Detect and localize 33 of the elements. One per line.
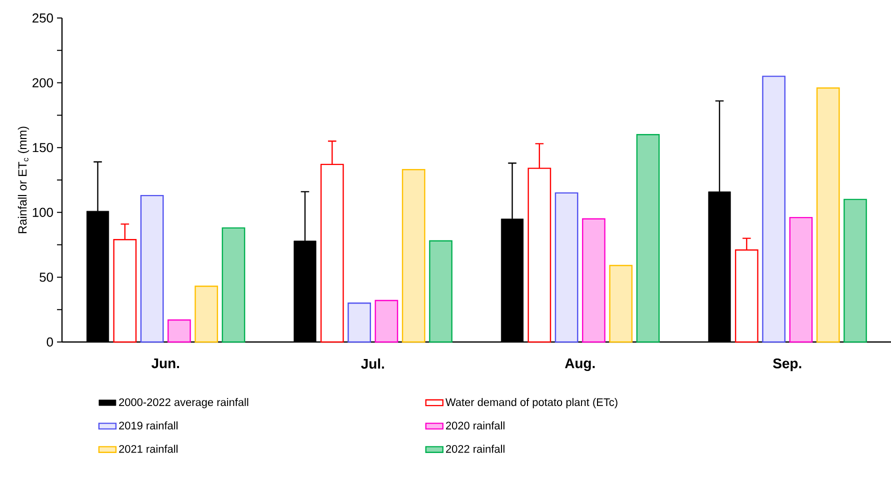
- bar: [222, 227, 246, 343]
- bar: [168, 319, 191, 343]
- bar: [429, 240, 452, 343]
- legend-label: 2022 rainfall: [446, 444, 504, 453]
- y-tick-label: 250: [32, 13, 53, 23]
- bar: [636, 134, 660, 343]
- y-tick-label: 200: [32, 78, 53, 88]
- y-tick-label: 50: [40, 272, 53, 282]
- legend-label: 2000-2022 average rainfall: [119, 398, 248, 408]
- x-tick-label: Jul.: [361, 358, 384, 369]
- x-tick-label: Sep.: [773, 358, 802, 372]
- bar: [789, 216, 813, 343]
- legend-label: Water demand of potato plant (ETc): [446, 398, 618, 408]
- legend-label: 2019 rainfall: [119, 421, 178, 430]
- bar: [609, 264, 633, 343]
- bar: [140, 194, 164, 343]
- y-tick-label: 150: [32, 143, 53, 152]
- x-tick-label: Aug.: [564, 358, 595, 372]
- bar: [816, 87, 840, 343]
- legend-label: 2021 rainfall: [119, 444, 178, 453]
- y-axis-title: Rainfall or ET$_{c}$ (mm): [18, 126, 30, 234]
- y-tick-label: 100: [32, 208, 53, 217]
- bar: [844, 198, 867, 343]
- bar: [582, 218, 606, 343]
- bar: [194, 286, 218, 343]
- bar: [402, 169, 426, 343]
- bar: [374, 300, 398, 343]
- bar: [762, 76, 786, 343]
- legend-label: 2020 rainfall: [446, 421, 504, 430]
- bar: [554, 192, 578, 343]
- bar: [348, 302, 371, 343]
- x-tick-label: Jun.: [152, 358, 180, 368]
- y-tick-label: 0: [46, 337, 53, 347]
